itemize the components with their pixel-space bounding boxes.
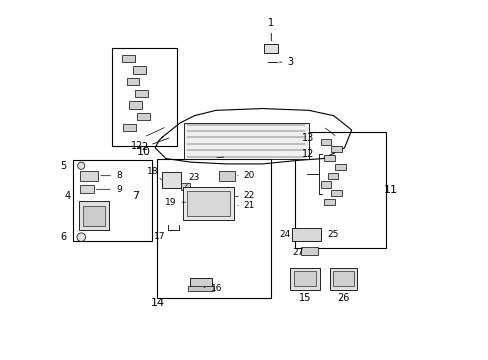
Bar [183,123,308,158]
Text: 25: 25 [321,230,338,239]
Ellipse shape [274,130,299,142]
Text: 21: 21 [237,201,255,210]
Text: 12: 12 [302,149,314,159]
Bar [162,172,181,188]
Bar [329,267,357,290]
Text: 4: 4 [64,191,71,201]
Text: 13: 13 [302,133,314,143]
Text: 26: 26 [337,293,349,303]
Text: 27: 27 [291,248,303,257]
Text: 8: 8 [101,171,122,180]
Bar [331,190,341,196]
Circle shape [78,162,84,169]
Bar [300,247,317,255]
Bar [290,267,319,290]
Text: 10: 10 [137,147,150,157]
Text: 7: 7 [132,191,139,201]
Bar [324,155,334,161]
Text: 15: 15 [298,293,310,303]
Text: 16: 16 [203,284,222,293]
Bar [73,160,151,241]
Bar [294,132,385,248]
Bar [188,287,214,291]
Text: 2: 2 [141,138,168,152]
Text: 23: 23 [185,173,199,186]
Text: 3: 3 [279,57,293,67]
Bar [122,55,135,62]
Bar [181,183,189,190]
Bar [135,90,148,97]
Text: 22: 22 [235,190,255,199]
Bar [218,171,234,181]
Bar [320,181,331,188]
Bar [183,187,233,220]
Bar [332,271,353,286]
Bar [157,158,271,298]
Text: 5: 5 [60,161,66,171]
Text: 14: 14 [151,298,165,308]
Text: 11: 11 [383,185,397,195]
Bar [293,271,315,286]
Bar [123,123,136,131]
Bar [334,163,345,170]
Text: 20: 20 [237,171,255,180]
Bar [137,113,150,120]
Text: 12: 12 [131,141,143,152]
Bar [83,206,105,226]
Bar [126,78,139,85]
Bar [80,185,94,193]
Text: 24: 24 [278,230,290,239]
Bar [129,102,142,109]
Bar [186,191,230,216]
Text: 17: 17 [153,230,172,240]
Text: 6: 6 [61,232,66,242]
Bar [331,146,341,152]
Circle shape [77,233,85,242]
Text: 19: 19 [165,198,185,207]
Text: 9: 9 [96,185,122,194]
Bar [327,173,338,179]
Ellipse shape [196,130,221,142]
Bar [80,201,108,230]
Bar [190,278,212,287]
Bar [291,228,321,242]
Text: 18: 18 [146,167,162,180]
Text: 1: 1 [268,18,274,41]
Bar [80,171,98,181]
Bar [324,199,334,205]
Bar [132,66,145,73]
Bar [264,44,278,53]
Bar [112,48,176,146]
Bar [320,139,331,145]
